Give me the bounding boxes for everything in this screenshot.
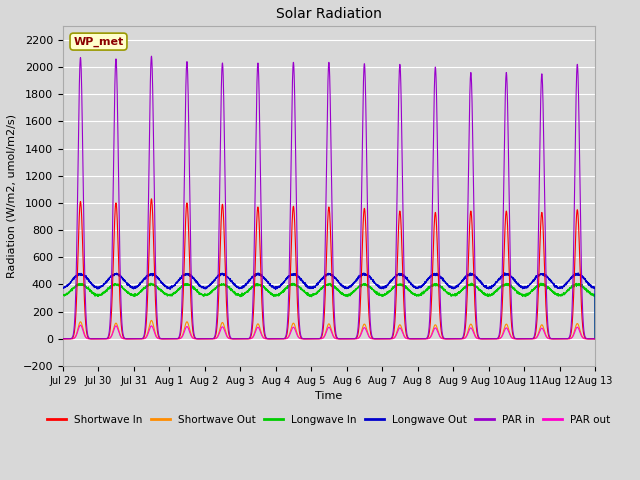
Title: Solar Radiation: Solar Radiation: [276, 7, 382, 21]
X-axis label: Time: Time: [316, 391, 342, 401]
Text: WP_met: WP_met: [74, 36, 124, 47]
Legend: Shortwave In, Shortwave Out, Longwave In, Longwave Out, PAR in, PAR out: Shortwave In, Shortwave Out, Longwave In…: [43, 410, 615, 429]
Y-axis label: Radiation (W/m2, umol/m2/s): Radiation (W/m2, umol/m2/s): [7, 114, 17, 278]
